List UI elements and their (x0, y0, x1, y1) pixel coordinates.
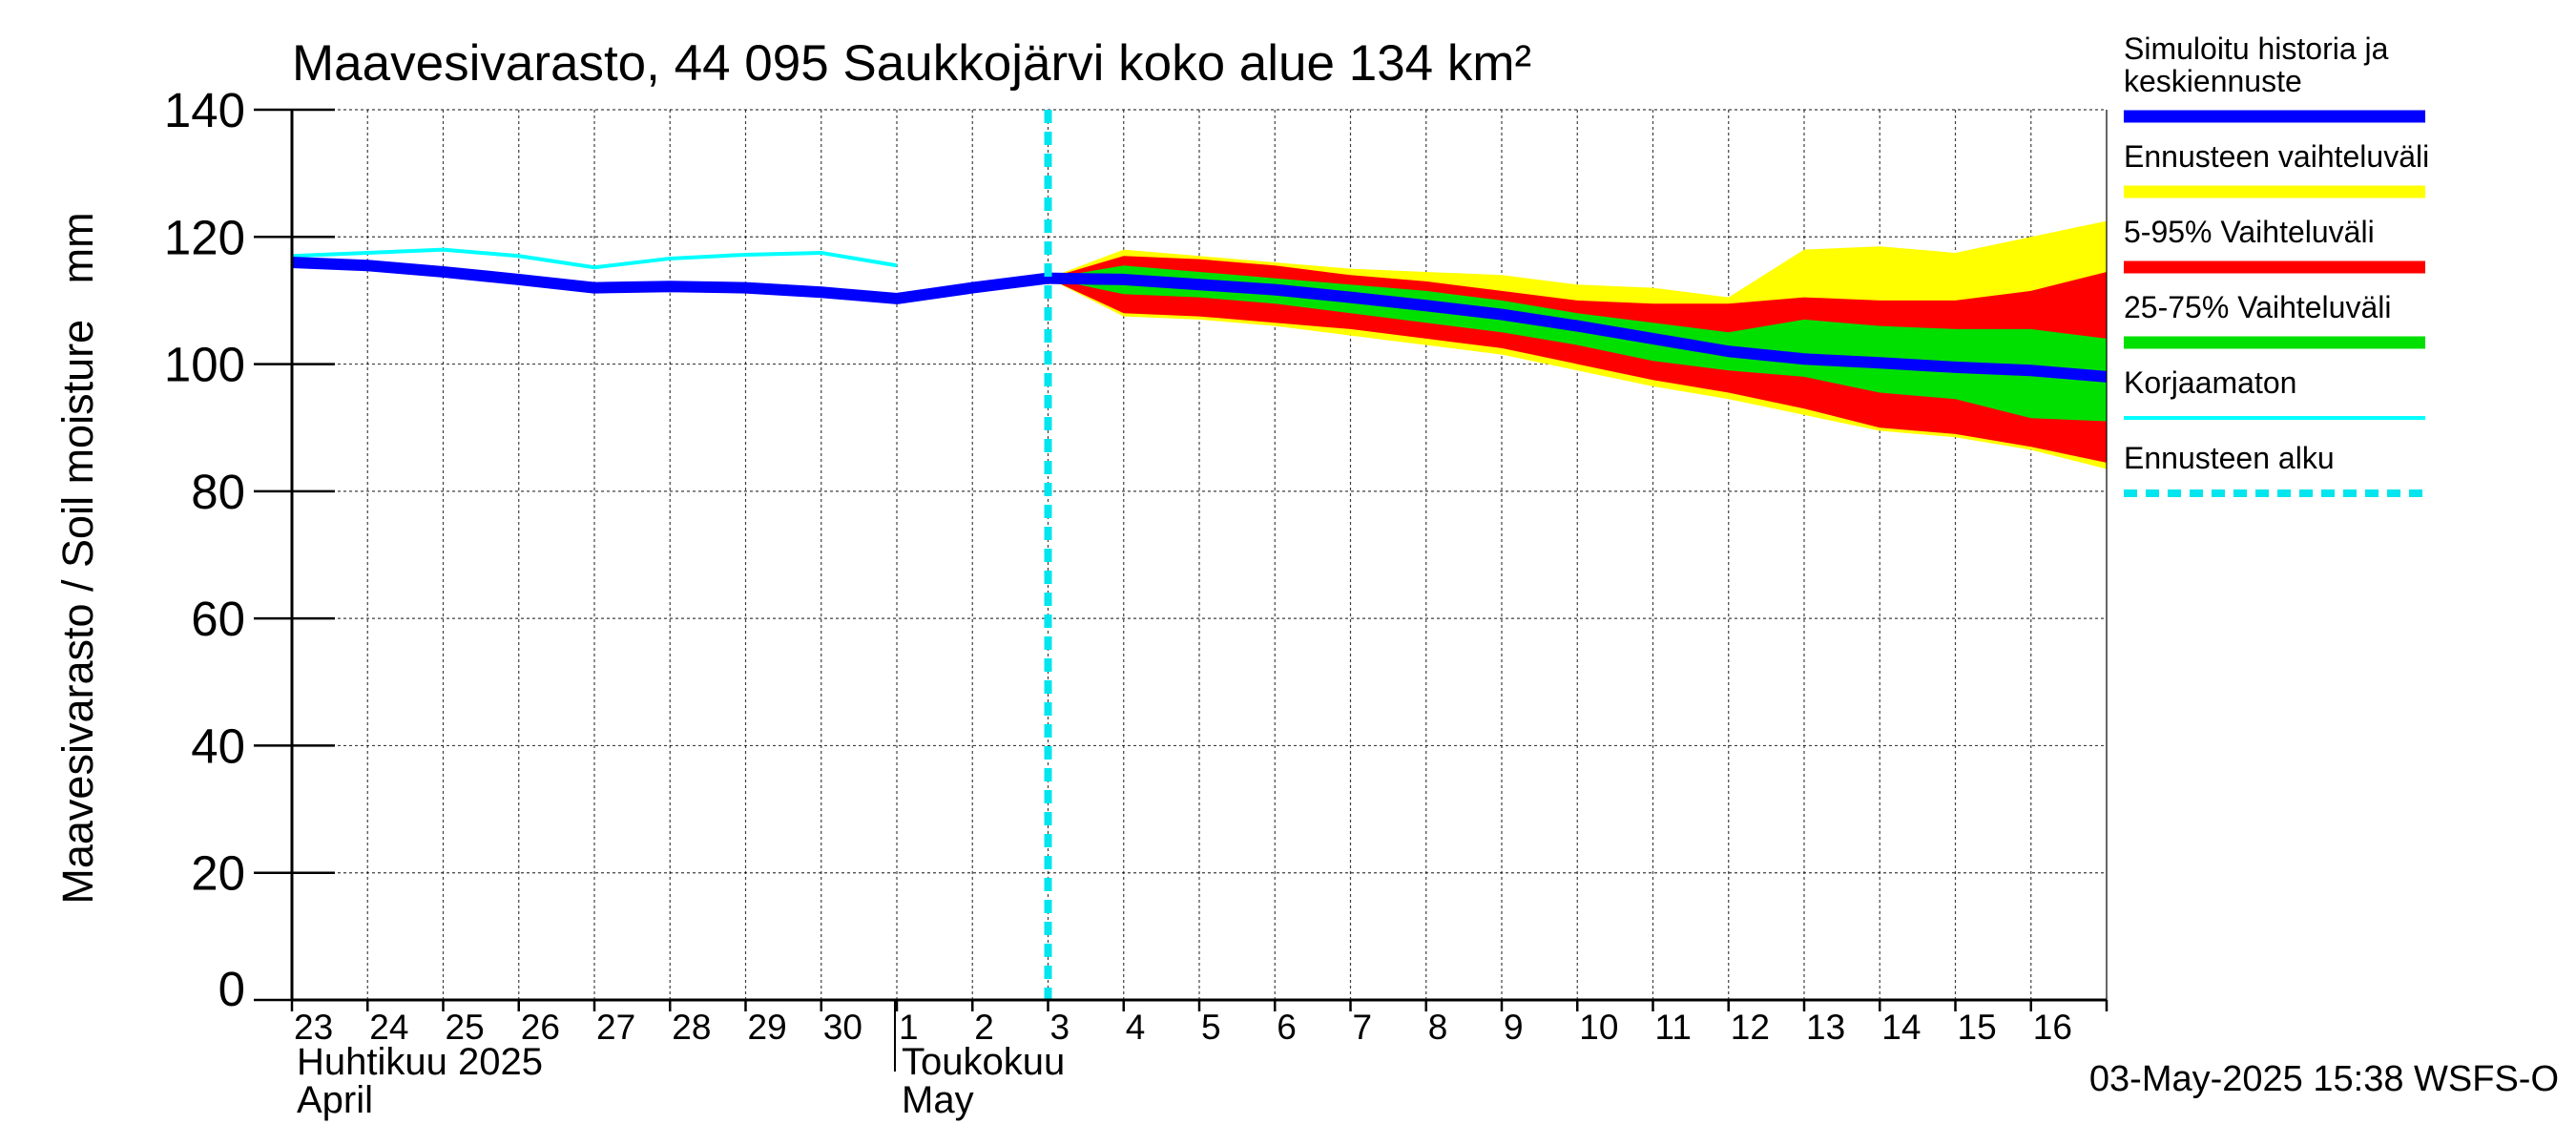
series-keskiennuste (1048, 272, 2108, 383)
timestamp: 03-May-2025 15:38 WSFS-O (2089, 1059, 2559, 1099)
legend-label: keskiennuste (2124, 64, 2302, 98)
x-tick-label: 8 (1428, 1008, 1448, 1047)
x-tick-label: 28 (672, 1008, 711, 1047)
month-label-fi: Toukokuu (902, 1041, 1065, 1083)
x-tick-label: 7 (1353, 1008, 1373, 1047)
x-tick-label: 3 (1050, 1008, 1070, 1047)
y-tick-label: 0 (218, 962, 245, 1016)
band-25-75 (1048, 265, 2107, 422)
x-tick-label: 29 (748, 1008, 787, 1047)
x-tick-labels: 23 24 25 26 27 28 29 30 1 2 3 4 5 6 7 8 9 10 11 12 13 14 15 16 (290, 1000, 2109, 1047)
y-tick-labels: 0 20 40 60 80 100 120 140 (164, 83, 335, 1016)
legend-label: 5-95% Vaihteluväli (2124, 215, 2375, 249)
legend-label: Korjaamaton (2124, 365, 2296, 400)
x-tick-label: 27 (596, 1008, 635, 1047)
y-tick-label: 140 (164, 83, 245, 137)
x-tick-label: 23 (294, 1008, 333, 1047)
x-tick-label: 16 (2033, 1008, 2072, 1047)
x-tick-label: 15 (1958, 1008, 1997, 1047)
legend-label: Ennusteen vaihteluväli (2124, 139, 2429, 174)
x-tick-label: 14 (1881, 1008, 1921, 1047)
legend-label: 25-75% Vaihteluväli (2124, 290, 2391, 324)
x-tick-label: 6 (1277, 1008, 1297, 1047)
x-tick-label: 9 (1504, 1008, 1524, 1047)
y-axis-label: Maavesivarasto / Soil moisture mm (53, 212, 102, 904)
y-tick-label: 60 (191, 592, 245, 646)
legend-label: Simuloitu historia ja (2124, 31, 2389, 66)
x-tick-label: 10 (1579, 1008, 1618, 1047)
y-tick-label: 120 (164, 210, 245, 264)
x-tick-label: 2 (974, 1008, 994, 1047)
month-label-en: May (902, 1079, 974, 1121)
x-tick-label: 26 (521, 1008, 560, 1047)
x-tick-label: 30 (823, 1008, 862, 1047)
x-tick-label: 5 (1201, 1008, 1221, 1047)
forecast-bands (1048, 220, 2107, 469)
x-tick-label: 1 (899, 1008, 919, 1047)
series-simuloitu-historia (291, 256, 1049, 304)
y-tick-label: 80 (191, 465, 245, 519)
x-tick-label: 11 (1655, 1008, 1692, 1047)
x-tick-label: 4 (1126, 1008, 1146, 1047)
y-tick-label: 40 (191, 718, 245, 773)
series-lines (291, 110, 2108, 1000)
x-tick-label: 12 (1731, 1008, 1770, 1047)
y-tick-label: 100 (164, 338, 245, 392)
x-tick-label: 25 (446, 1008, 485, 1047)
x-tick-label: 24 (369, 1008, 408, 1047)
series-korjaamaton (291, 247, 898, 270)
month-label-fi: Huhtikuu 2025 (297, 1041, 543, 1083)
x-tick-label: 13 (1806, 1008, 1845, 1047)
y-tick-label: 20 (191, 846, 245, 901)
chart-title: Maavesivarasto, 44 095 Saukkojärvi koko … (292, 35, 1531, 92)
legend-label: Ennusteen alku (2124, 441, 2335, 475)
month-label-en: April (297, 1079, 373, 1121)
